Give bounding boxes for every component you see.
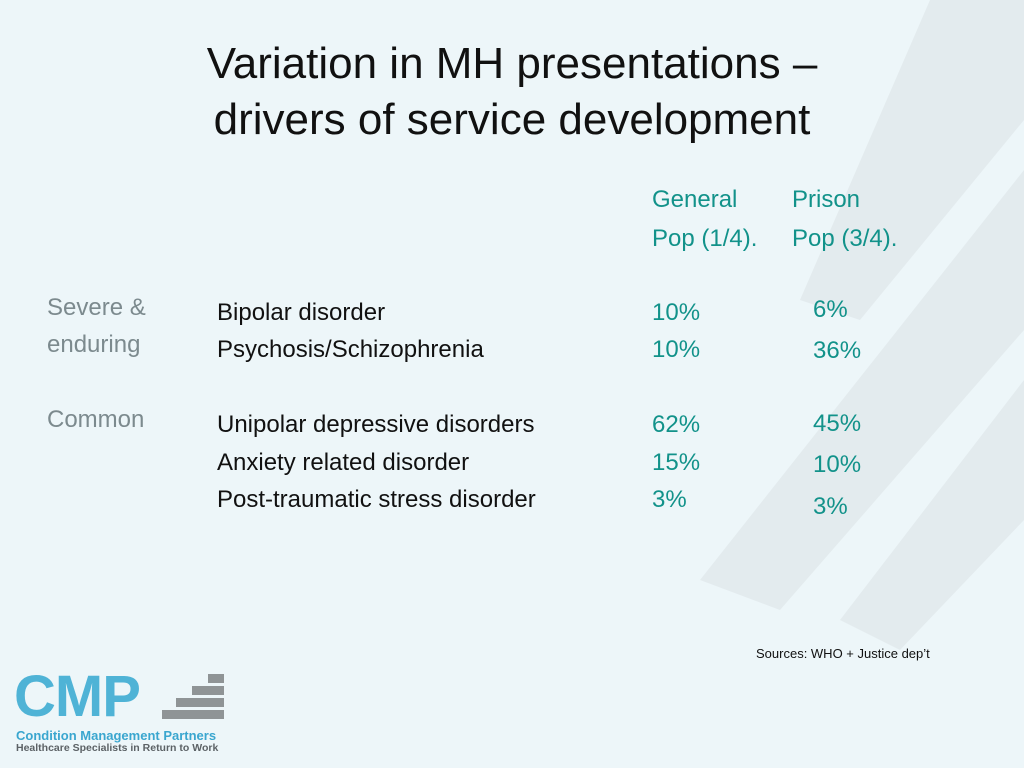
logo-bar-3 [176,698,224,707]
group-label-common: Common [47,406,145,433]
general-value-ptsd: 3% [652,486,687,513]
prison-pop-header-line2: Pop (3/4). [792,225,898,252]
prison-value-bipolar: 6% [813,296,848,323]
logo-bar-2 [192,686,224,695]
prison-value-psychosis: 36% [813,337,862,364]
general-value-psychosis: 10% [652,336,701,363]
prison-pop-header-line1: Prison [792,186,861,213]
condition-psychosis: Psychosis/Schizophrenia [217,336,484,363]
group-label-severe-line1: Severe & [47,294,146,321]
group-label-severe-line2: enduring [47,331,141,358]
logo-tagline: Healthcare Specialists in Return to Work [16,742,219,754]
prison-value-ptsd: 3% [813,493,848,520]
title-line-1: Variation in MH presentations – [206,39,818,88]
cmp-logo: CMP Condition Management Partners Health… [14,668,244,758]
title-line-2: drivers of service development [213,95,811,144]
logo-mark: CMP [14,664,141,729]
prison-value-unipolar: 45% [813,410,862,437]
logo-bar-1 [208,674,224,683]
condition-unipolar-depression: Unipolar depressive disorders [217,411,535,438]
slide-title: Variation in MH presentations – drivers … [0,36,1024,148]
general-pop-header-line2: Pop (1/4). [652,225,758,252]
logo-bar-4 [162,710,224,719]
prison-value-anxiety: 10% [813,451,862,478]
condition-anxiety: Anxiety related disorder [217,449,470,476]
sources-note: Sources: WHO + Justice dep’t [756,646,930,661]
condition-bipolar: Bipolar disorder [217,299,386,326]
general-value-unipolar: 62% [652,411,701,438]
general-value-anxiety: 15% [652,449,701,476]
general-pop-header-line1: General [652,186,738,213]
condition-ptsd: Post-traumatic stress disorder [217,486,536,513]
general-value-bipolar: 10% [652,299,701,326]
logo-company-name: Condition Management Partners [16,728,217,743]
